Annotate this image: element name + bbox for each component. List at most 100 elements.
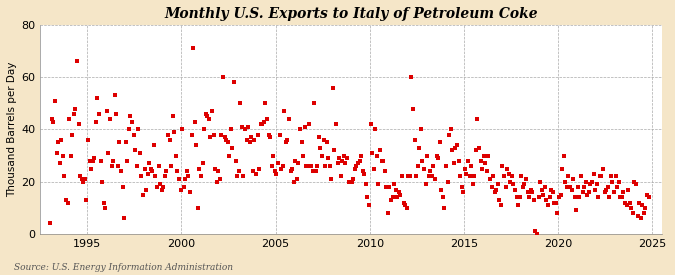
Point (294, 127, 305, 132)
Point (533, 195, 544, 200)
Point (56, 138, 67, 142)
Point (474, 145, 485, 150)
Point (524, 195, 535, 200)
Point (273, 161, 284, 166)
Point (508, 182, 519, 186)
Point (475, 159, 486, 163)
Point (139, 166, 150, 171)
Point (63, 117, 74, 121)
Point (547, 190, 558, 194)
Point (404, 174, 415, 179)
Point (157, 187, 167, 192)
Point (217, 75, 228, 79)
Point (462, 159, 473, 163)
Point (340, 161, 351, 166)
Point (155, 182, 165, 186)
Point (450, 145, 461, 150)
Point (111, 112, 122, 116)
Point (248, 169, 259, 174)
Point (541, 198, 552, 202)
Point (290, 159, 300, 163)
Point (609, 190, 620, 194)
Point (591, 182, 602, 186)
Point (433, 156, 443, 160)
Point (279, 109, 290, 113)
Point (639, 211, 649, 215)
Point (640, 206, 651, 210)
Point (158, 185, 169, 189)
Point (180, 177, 191, 181)
Point (190, 119, 200, 124)
Point (62, 200, 73, 205)
Point (87, 159, 98, 163)
Point (307, 169, 318, 174)
Point (202, 114, 213, 119)
Point (284, 117, 294, 121)
Point (458, 190, 468, 194)
Point (70, 106, 81, 111)
Point (67, 133, 78, 137)
Point (522, 190, 533, 194)
Point (624, 200, 635, 205)
Point (260, 101, 271, 106)
Point (227, 145, 238, 150)
Point (371, 153, 382, 158)
Point (506, 174, 517, 179)
Point (420, 182, 431, 186)
Point (210, 166, 221, 171)
Point (418, 166, 429, 171)
Point (255, 122, 266, 127)
Point (577, 190, 588, 194)
Point (82, 138, 93, 142)
Point (131, 164, 142, 168)
Point (327, 86, 338, 90)
Point (169, 130, 180, 134)
Point (257, 122, 268, 127)
Point (568, 177, 578, 181)
Point (469, 174, 480, 179)
Point (103, 151, 114, 155)
Point (362, 195, 373, 200)
Point (552, 211, 563, 215)
Point (334, 156, 345, 160)
Point (505, 180, 516, 184)
Point (464, 174, 475, 179)
Point (76, 177, 87, 181)
Point (351, 164, 362, 168)
Point (293, 161, 304, 166)
Point (378, 159, 389, 163)
Point (236, 125, 247, 129)
Point (277, 164, 288, 168)
Point (235, 101, 246, 106)
Point (470, 148, 481, 153)
Point (472, 117, 483, 121)
Point (115, 169, 126, 174)
Point (288, 180, 299, 184)
Point (546, 187, 557, 192)
Point (215, 177, 225, 181)
Point (632, 213, 643, 218)
Point (500, 185, 511, 189)
Point (89, 156, 100, 160)
Point (323, 156, 333, 160)
Point (384, 185, 395, 189)
Point (191, 143, 202, 147)
Point (173, 177, 184, 181)
Point (441, 164, 452, 168)
Title: Monthly U.S. Exports to Italy of Petroleum Coke: Monthly U.S. Exports to Italy of Petrole… (164, 7, 538, 21)
Point (282, 138, 293, 142)
Point (513, 203, 524, 207)
Point (194, 166, 205, 171)
Point (188, 46, 198, 51)
Point (213, 169, 223, 174)
Point (461, 172, 472, 176)
Point (409, 138, 420, 142)
Point (163, 133, 173, 137)
Point (315, 145, 326, 150)
Point (221, 138, 232, 142)
Point (481, 169, 492, 174)
Point (535, 180, 545, 184)
Point (356, 153, 367, 158)
Point (492, 182, 503, 186)
Point (350, 166, 360, 171)
